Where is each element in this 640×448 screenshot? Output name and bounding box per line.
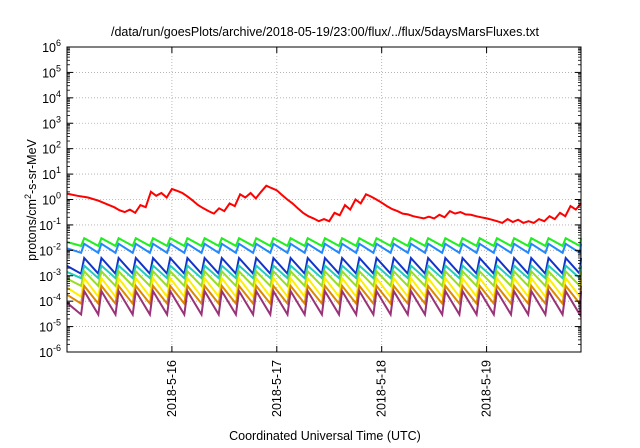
y-tick-label-base: 10	[42, 117, 56, 131]
y-tick-label-exponent: -3	[53, 267, 61, 277]
x-tick-label: 2018-5-18	[375, 360, 389, 417]
y-axis-label-suffix: -s-sr-MeV	[25, 138, 39, 194]
x-tick-label: 2018-5-16	[165, 360, 179, 417]
y-tick-label: 10-5	[39, 318, 61, 335]
y-tick-label-exponent: 6	[56, 38, 61, 48]
y-tick-label: 102	[42, 140, 61, 157]
x-tick-label: 2018-5-19	[480, 360, 494, 417]
y-tick-label-base: 10	[42, 168, 56, 182]
y-tick-label-exponent: -4	[53, 292, 61, 302]
y-tick-label-base: 10	[42, 66, 56, 80]
y-axis-label: protons/cm2-s-sr-MeV	[23, 138, 39, 260]
y-tick-label: 103	[42, 114, 61, 131]
y-tick-label: 100	[42, 191, 61, 208]
y-tick-label: 105	[42, 63, 61, 80]
series-line	[66, 255, 582, 277]
y-tick-label-base: 10	[42, 41, 56, 55]
y-tick-label: 10-1	[39, 216, 61, 233]
y-tick-label-base: 10	[42, 92, 56, 106]
y-tick-label-exponent: 3	[56, 114, 61, 124]
y-tick-label-exponent: -5	[53, 318, 61, 328]
y-tick-label: 10-3	[39, 267, 61, 284]
x-axis-label: Coordinated Universal Time (UTC)	[229, 429, 421, 443]
y-tick-label: 106	[42, 38, 61, 55]
series-line	[66, 275, 582, 300]
x-axis-ticks: 2018-5-16 2018-5-17 2018-5-18 2018-5-19	[165, 47, 494, 417]
y-tick-label-exponent: -1	[53, 216, 61, 226]
chart-title: /data/run/goesPlots/archive/2018-05-19/2…	[111, 25, 540, 39]
y-tick-label-base: 10	[39, 346, 53, 360]
series-line	[66, 269, 582, 289]
series-line	[66, 236, 582, 248]
y-tick-label-exponent: -2	[53, 241, 61, 251]
y-tick-label-exponent: 4	[56, 89, 61, 99]
y-axis-label-sup: 2	[23, 194, 33, 199]
series-line	[66, 242, 582, 255]
y-tick-label-exponent: -6	[53, 343, 61, 353]
y-tick-label-base: 10	[39, 270, 53, 284]
y-tick-label: 10-2	[39, 241, 61, 258]
series-line	[66, 288, 582, 318]
y-tick-label: 101	[42, 165, 61, 182]
y-tick-label-base: 10	[39, 321, 53, 335]
y-tick-label: 10-4	[39, 292, 61, 309]
y-tick-label-exponent: 2	[56, 140, 61, 150]
y-tick-label-base: 10	[42, 143, 56, 157]
y-tick-label-base: 10	[39, 244, 53, 258]
y-tick-label-base: 10	[42, 194, 56, 208]
x-tick-label: 2018-5-17	[270, 360, 284, 417]
series-line	[66, 283, 582, 307]
y-tick-label-exponent: 0	[56, 191, 61, 201]
series-line	[66, 263, 582, 281]
y-axis-ticks: 10-610-510-410-310-210-11001011021031041…	[39, 38, 581, 360]
y-tick-label-exponent: 1	[56, 165, 61, 175]
y-tick-label-base: 10	[39, 219, 53, 233]
y-axis-label-prefix: protons/cm	[25, 199, 39, 261]
y-tick-label-exponent: 5	[56, 63, 61, 73]
y-tick-label: 10-6	[39, 343, 61, 360]
y-tick-label: 104	[42, 89, 61, 106]
data-series	[66, 184, 582, 318]
y-tick-label-base: 10	[39, 295, 53, 309]
series-line	[66, 184, 582, 225]
